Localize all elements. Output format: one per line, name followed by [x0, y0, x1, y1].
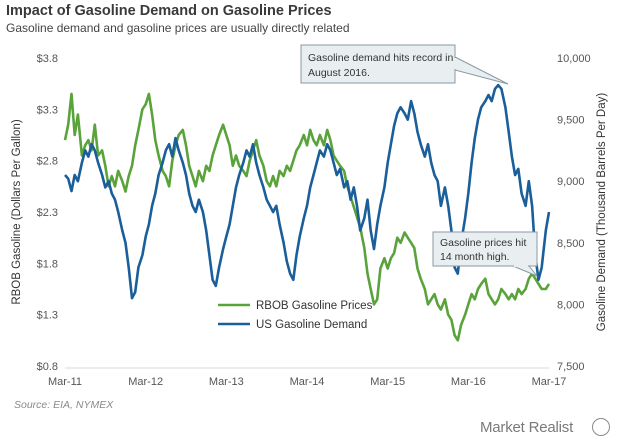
left-axis-label: RBOB Gasoline (Dollars Per Gallon) — [11, 119, 23, 305]
annotation-line-2: 14 month high. — [440, 251, 509, 263]
brand-logo: Market Realist — [480, 419, 574, 436]
series-line-rbob-price — [63, 92, 551, 342]
annotation-line-1: Gasoline demand hits record in — [308, 52, 453, 64]
legend-label-rbob: RBOB Gasoline Prices — [256, 300, 373, 312]
brand-logo-icon — [592, 418, 610, 436]
chart-title: Impact of Gasoline Demand on Gasoline Pr… — [6, 3, 332, 19]
right-tick-label: 8,500 — [557, 238, 585, 250]
right-tick-label: 7,500 — [557, 361, 585, 373]
x-tick-label: Mar-11 — [48, 376, 82, 388]
right-tick-label: 9,000 — [557, 176, 585, 188]
left-tick-label: $2.3 — [37, 207, 58, 219]
left-tick-label: $1.8 — [37, 258, 58, 270]
left-tick-label: $1.3 — [37, 310, 58, 322]
x-tick-label: Mar-13 — [209, 376, 244, 388]
annotation-price-high: Gasoline prices hit 14 month high. — [432, 231, 538, 277]
x-tick-label: Mar-17 — [532, 376, 567, 388]
source-note: Source: EIA, NYMEX — [14, 399, 114, 411]
right-tick-label: 10,000 — [557, 53, 591, 65]
left-tick-label: $3.8 — [37, 53, 58, 65]
left-tick-labels: $0.8 $1.3 $1.8 $2.3 $2.8 $3.3 $3.8 — [37, 53, 58, 373]
x-tick-labels: Mar-11 Mar-12 Mar-13 Mar-14 Mar-15 Mar-16 Mar-… — [48, 376, 566, 388]
right-tick-labels: 7,500 8,000 8,500 9,000 9,500 10,000 — [557, 53, 591, 373]
right-axis-label: Gasoline Demand (Thousand Barrels Per Da… — [596, 93, 608, 332]
annotation-pointer — [454, 56, 509, 85]
annotation-line-2: August 2016. — [308, 67, 370, 79]
annotation-box — [300, 44, 456, 84]
series-line-us-demand — [64, 83, 551, 300]
annotation-pointer — [512, 265, 538, 277]
annotation-box — [432, 231, 538, 267]
left-tick-label: $2.8 — [37, 156, 58, 168]
x-tick-label: Mar-16 — [451, 376, 486, 388]
left-tick-label: $0.8 — [37, 361, 58, 373]
legend: RBOB Gasoline Prices US Gasoline Demand — [218, 300, 373, 331]
right-tick-label: 9,500 — [557, 115, 585, 127]
left-tick-label: $3.3 — [37, 104, 58, 116]
chart-subtitle: Gasoline demand and gasoline prices are … — [6, 21, 350, 35]
right-tick-label: 8,000 — [557, 299, 585, 311]
legend-label-demand: US Gasoline Demand — [256, 319, 367, 331]
x-tick-label: Mar-15 — [370, 376, 405, 388]
annotation-line-1: Gasoline prices hit — [440, 237, 526, 249]
x-tick-label: Mar-14 — [290, 376, 325, 388]
x-tick-label: Mar-12 — [128, 376, 163, 388]
annotation-demand-record: Gasoline demand hits record in August 20… — [300, 44, 509, 85]
